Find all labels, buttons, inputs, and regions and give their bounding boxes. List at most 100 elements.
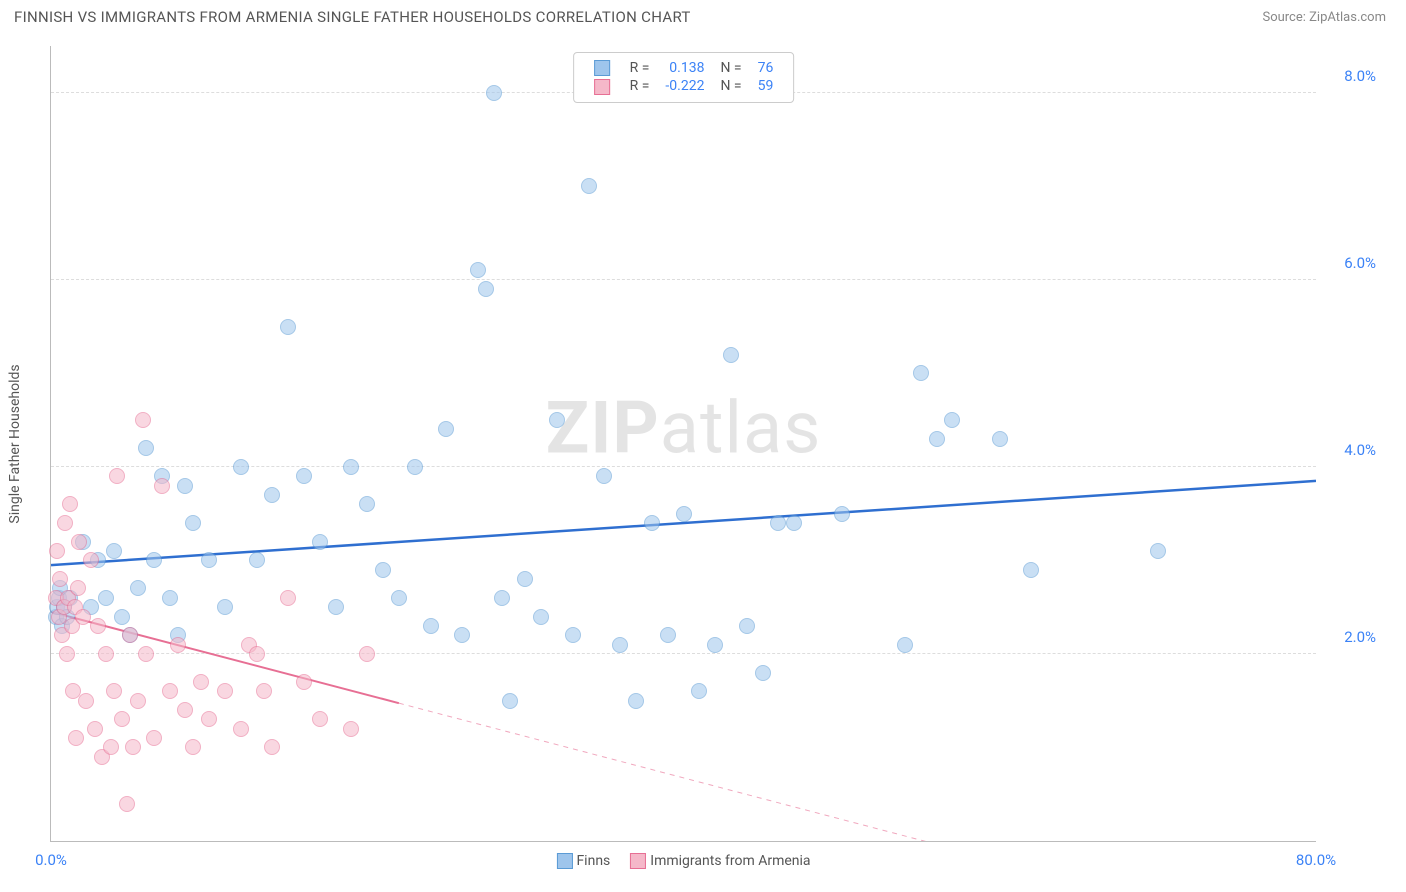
data-point xyxy=(944,412,960,428)
data-point xyxy=(612,637,628,653)
data-point xyxy=(502,693,518,709)
data-point xyxy=(249,646,265,662)
data-point xyxy=(162,683,178,699)
legend-swatch xyxy=(556,853,572,869)
data-point xyxy=(770,515,786,531)
y-tick-label: 6.0% xyxy=(1321,254,1376,272)
data-point xyxy=(312,534,328,550)
data-point xyxy=(596,468,612,484)
legend-item-label: Immigrants from Armenia xyxy=(650,853,810,869)
data-point xyxy=(533,609,549,625)
chart: ZIPatlas R =0.138N =76R =-0.222N =59 Sin… xyxy=(50,46,1376,842)
data-point xyxy=(628,693,644,709)
data-point xyxy=(138,440,154,456)
legend-n-value: 59 xyxy=(750,77,782,95)
data-point xyxy=(62,496,78,512)
x-tick-label: 80.0% xyxy=(1296,851,1336,869)
legend-r-value: 0.138 xyxy=(657,59,712,77)
data-point xyxy=(233,721,249,737)
data-point xyxy=(162,590,178,606)
legend-correlation: R =0.138N =76R =-0.222N =59 xyxy=(573,52,795,103)
data-point xyxy=(114,609,130,625)
data-point xyxy=(57,515,73,531)
data-point xyxy=(296,468,312,484)
legend-row: R =0.138N =76 xyxy=(586,59,782,77)
legend-series: Finns Immigrants from Armenia xyxy=(546,853,820,873)
data-point xyxy=(478,281,494,297)
data-point xyxy=(786,515,802,531)
legend-swatch xyxy=(594,60,610,76)
data-point xyxy=(114,711,130,727)
legend-n-value: 76 xyxy=(750,59,782,77)
data-point xyxy=(375,562,391,578)
data-point xyxy=(755,665,771,681)
y-axis-label: Single Father Households xyxy=(7,364,23,523)
data-point xyxy=(201,711,217,727)
legend-n-label: N = xyxy=(712,77,749,95)
data-point xyxy=(565,627,581,643)
data-point xyxy=(138,646,154,662)
legend-swatch xyxy=(594,79,610,95)
data-point xyxy=(130,693,146,709)
data-point xyxy=(135,412,151,428)
data-point xyxy=(256,683,272,699)
watermark: ZIPatlas xyxy=(546,385,822,470)
data-point xyxy=(98,646,114,662)
y-tick-label: 8.0% xyxy=(1321,67,1376,85)
data-point xyxy=(1150,543,1166,559)
data-point xyxy=(391,590,407,606)
source-label: Source: ZipAtlas.com xyxy=(1262,10,1386,25)
data-point xyxy=(359,646,375,662)
data-point xyxy=(217,683,233,699)
data-point xyxy=(691,683,707,699)
data-point xyxy=(486,85,502,101)
legend-n-label: N = xyxy=(712,59,749,77)
legend-r-label: R = xyxy=(622,59,658,77)
legend-r-label: R = xyxy=(622,77,658,95)
data-point xyxy=(581,178,597,194)
data-point xyxy=(438,421,454,437)
data-point xyxy=(343,721,359,737)
data-point xyxy=(1023,562,1039,578)
data-point xyxy=(52,571,68,587)
legend-r-value: -0.222 xyxy=(657,77,712,95)
data-point xyxy=(146,730,162,746)
data-point xyxy=(280,319,296,335)
data-point xyxy=(249,552,265,568)
data-point xyxy=(109,468,125,484)
data-point xyxy=(71,534,87,550)
legend-swatch xyxy=(630,853,646,869)
data-point xyxy=(676,506,692,522)
data-point xyxy=(154,478,170,494)
legend-row: R =-0.222N =59 xyxy=(586,77,782,95)
data-point xyxy=(170,637,186,653)
data-point xyxy=(125,739,141,755)
data-point xyxy=(897,637,913,653)
data-point xyxy=(146,552,162,568)
data-point xyxy=(470,262,486,278)
data-point xyxy=(644,515,660,531)
data-point xyxy=(75,609,91,625)
data-point xyxy=(87,721,103,737)
legend-item: Finns xyxy=(556,853,610,869)
gridline xyxy=(51,653,1316,654)
data-point xyxy=(834,506,850,522)
data-point xyxy=(454,627,470,643)
data-point xyxy=(106,683,122,699)
y-tick-label: 4.0% xyxy=(1321,441,1376,459)
data-point xyxy=(90,618,106,634)
data-point xyxy=(343,459,359,475)
data-point xyxy=(83,552,99,568)
data-point xyxy=(122,627,138,643)
data-point xyxy=(233,459,249,475)
data-point xyxy=(494,590,510,606)
data-point xyxy=(423,618,439,634)
data-point xyxy=(328,599,344,615)
data-point xyxy=(660,627,676,643)
data-point xyxy=(280,590,296,606)
data-point xyxy=(723,347,739,363)
plot-area: ZIPatlas R =0.138N =76R =-0.222N =59 Sin… xyxy=(50,46,1316,842)
legend-item-label: Finns xyxy=(576,853,610,869)
data-point xyxy=(517,571,533,587)
data-point xyxy=(929,431,945,447)
